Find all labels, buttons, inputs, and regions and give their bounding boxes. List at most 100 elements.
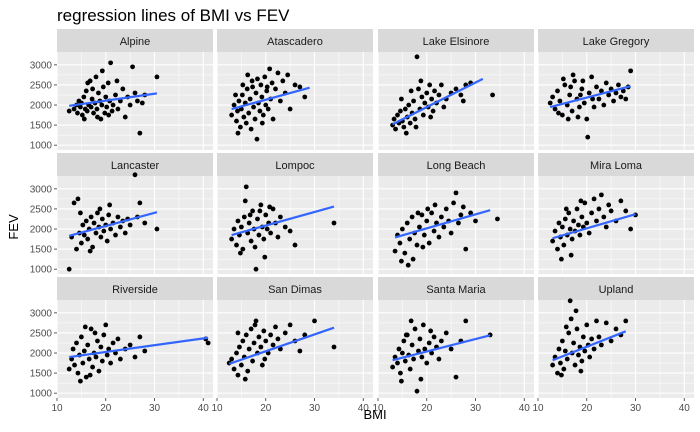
x-tick-label: 10 [211, 403, 223, 414]
regression-line [549, 85, 631, 109]
y-tick-label: 1500 [30, 121, 53, 132]
regression-line [392, 334, 491, 362]
data-point [408, 318, 414, 324]
data-point [70, 346, 76, 352]
data-point [105, 80, 111, 86]
data-point [453, 190, 459, 196]
regression-line [394, 209, 491, 239]
data-point [277, 346, 283, 352]
data-point [547, 100, 553, 106]
data-point [453, 86, 459, 92]
x-tick-label: 40 [198, 403, 210, 414]
data-point [137, 334, 143, 340]
data-point [401, 124, 407, 130]
data-point [403, 130, 409, 136]
data-point [623, 208, 629, 214]
data-point [142, 220, 148, 226]
data-point [81, 116, 87, 122]
data-point [253, 266, 259, 272]
data-point [623, 96, 629, 102]
x-tick-label: 10 [51, 403, 63, 414]
panel-background [217, 52, 373, 150]
data-point [113, 92, 118, 98]
data-point [249, 78, 255, 84]
data-point [578, 368, 584, 374]
data-point [578, 92, 583, 98]
data-point [88, 104, 94, 110]
data-point [448, 346, 454, 352]
data-point [83, 218, 89, 224]
data-point [567, 298, 573, 304]
data-point [399, 350, 405, 356]
data-point [139, 100, 145, 106]
data-point [490, 92, 495, 98]
data-point [103, 322, 109, 328]
data-point [393, 126, 398, 132]
facet-panel: San Dimas 10 20 30 40 [211, 277, 373, 414]
data-point [422, 346, 428, 352]
facet-strip [57, 277, 213, 300]
data-point [250, 208, 255, 214]
data-point [458, 212, 464, 218]
data-point [108, 360, 114, 366]
data-point [402, 358, 408, 364]
data-point [422, 100, 428, 106]
data-point [431, 228, 437, 234]
facet-strip-label: Lake Elsinore [423, 36, 490, 48]
data-point [613, 90, 619, 96]
data-point [248, 326, 254, 332]
data-point [578, 198, 584, 204]
data-point [402, 250, 408, 256]
data-point [81, 232, 87, 238]
facet-strip-label: Lancaster [111, 160, 160, 172]
data-point [78, 378, 83, 384]
data-point [405, 262, 411, 268]
data-point [413, 124, 419, 130]
data-point [331, 344, 337, 350]
data-point [556, 110, 561, 116]
facet-strip [538, 277, 694, 300]
data-point [587, 354, 593, 360]
data-point [96, 90, 101, 96]
data-point [567, 226, 573, 232]
data-point [399, 258, 404, 264]
data-point [115, 106, 121, 112]
data-point [234, 242, 239, 248]
data-point [584, 220, 590, 226]
data-point [82, 324, 88, 330]
data-point [108, 226, 114, 232]
data-point [91, 110, 96, 116]
data-point [106, 212, 112, 218]
facet-strip-label: Lompoc [275, 160, 315, 172]
facet-strip-label: San Dimas [268, 284, 322, 296]
data-point [582, 200, 588, 206]
data-point [297, 84, 303, 90]
data-point [88, 326, 94, 332]
data-point [103, 94, 109, 100]
data-point [242, 376, 248, 382]
data-point [243, 184, 249, 190]
data-point [98, 344, 104, 350]
data-point [244, 86, 250, 92]
data-point [571, 218, 576, 224]
data-point [122, 114, 128, 120]
data-point [573, 308, 579, 314]
data-point [104, 352, 110, 358]
facet-panel: Lancaster 1000 1500 2000 2500 3000 [30, 153, 213, 276]
data-point [628, 226, 634, 232]
data-point [331, 220, 337, 226]
facet-strip [538, 29, 694, 52]
data-point [154, 226, 160, 232]
data-point [572, 78, 577, 84]
facet-panel: Lompoc [216, 153, 373, 274]
data-point [265, 106, 271, 112]
x-tick-label: 40 [519, 403, 531, 414]
data-point [398, 370, 403, 376]
data-point [130, 64, 135, 70]
data-point [426, 240, 432, 246]
data-point [254, 136, 260, 142]
regression-line [68, 211, 158, 237]
data-point [93, 74, 99, 80]
x-tick-label: 30 [470, 403, 482, 414]
